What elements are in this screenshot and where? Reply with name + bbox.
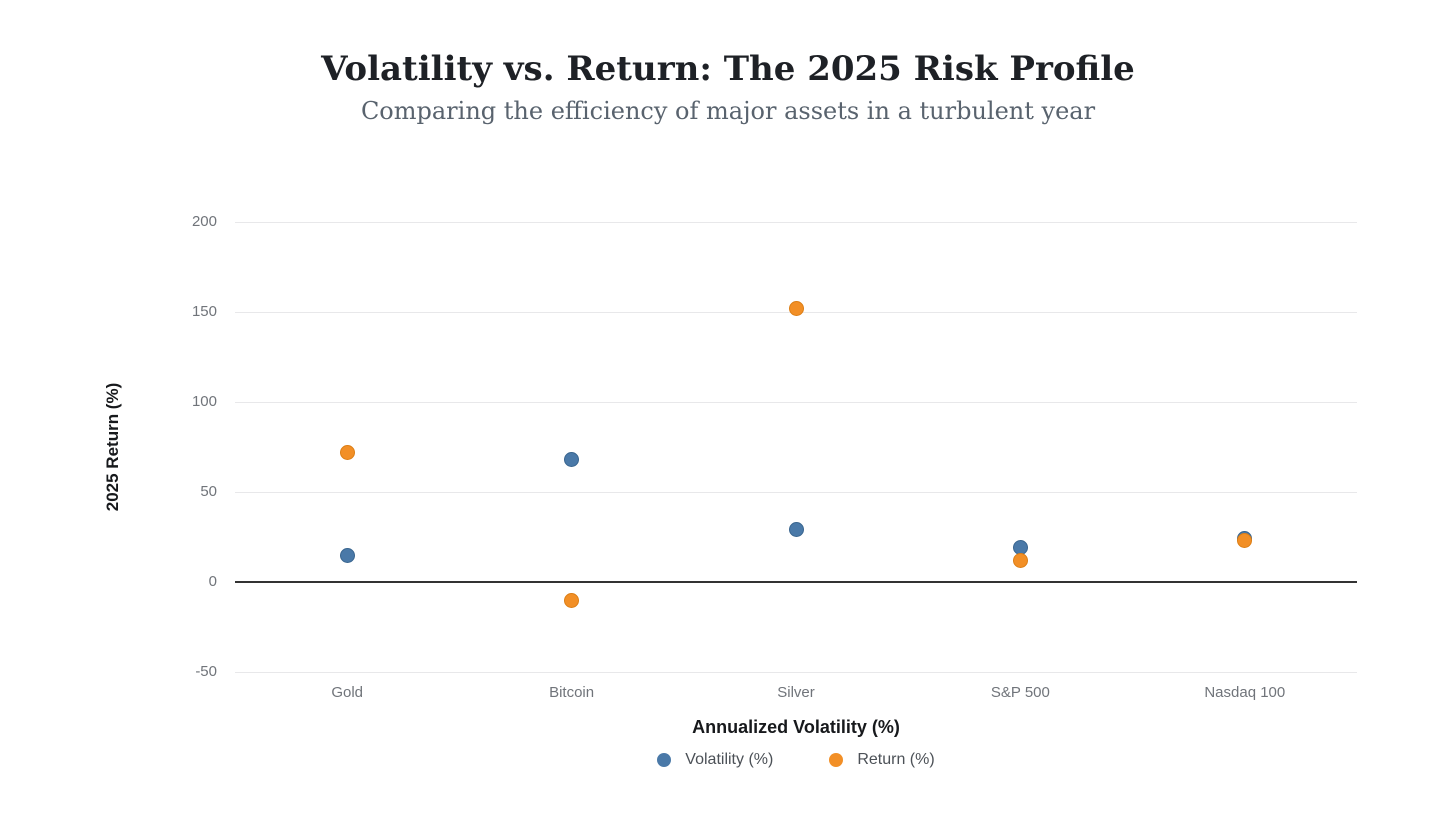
y-tick-label-50: 50: [200, 483, 217, 500]
y-tick-label-100: 100: [191, 393, 217, 410]
data-point-return-gold[interactable]: [339, 444, 355, 460]
x-axis-title: Annualized Volatility (%): [692, 717, 900, 737]
x-category-label-nasdaq-100: Nasdaq 100: [1204, 684, 1286, 701]
x-category-label-bitcoin: Bitcoin: [549, 684, 595, 701]
gridline: [235, 491, 1357, 493]
y-tick-label--50: -50: [195, 663, 217, 680]
x-category-label-silver: Silver: [777, 684, 815, 701]
y-tick-label-0: 0: [208, 573, 217, 590]
gridline: [235, 671, 1357, 673]
chart-legend: Volatility (%) Return (%): [235, 751, 1357, 769]
data-point-return-nasdaq-100[interactable]: [1237, 533, 1253, 549]
legend-label: Return (%): [857, 751, 935, 768]
gridline: [235, 221, 1357, 223]
chart-title: Volatility vs. Return: The 2025 Risk Pro…: [321, 49, 1135, 89]
y-axis-title: 2025 Return (%): [103, 382, 122, 512]
legend-item-volatility[interactable]: Volatility (%): [657, 751, 773, 769]
y-tick-label-150: 150: [191, 303, 217, 320]
plot-area: 200 150 100 50 0 -50 Gold Bitcoin Silver S&P 500 N…: [192, 213, 1357, 701]
data-point-return-s-p-500[interactable]: [1012, 552, 1028, 568]
gridline: [235, 401, 1357, 403]
legend-label: Volatility (%): [685, 751, 774, 768]
data-point-volatility-silver[interactable]: [788, 522, 804, 538]
x-category-label-s-p-500: S&P 500: [990, 684, 1050, 701]
data-point-return-bitcoin[interactable]: [564, 592, 580, 608]
legend-marker-icon: [829, 753, 844, 767]
legend-marker-icon: [657, 753, 672, 767]
chart-subtitle: Comparing the efficiency of major assets…: [360, 97, 1096, 125]
data-point-volatility-bitcoin[interactable]: [564, 452, 580, 468]
data-point-return-silver[interactable]: [788, 300, 804, 316]
data-point-volatility-gold[interactable]: [339, 547, 355, 563]
zero-baseline: [235, 581, 1357, 583]
x-category-label-gold: Gold: [331, 684, 364, 701]
legend-item-return[interactable]: Return (%): [829, 751, 935, 769]
y-tick-label-200: 200: [191, 213, 217, 230]
